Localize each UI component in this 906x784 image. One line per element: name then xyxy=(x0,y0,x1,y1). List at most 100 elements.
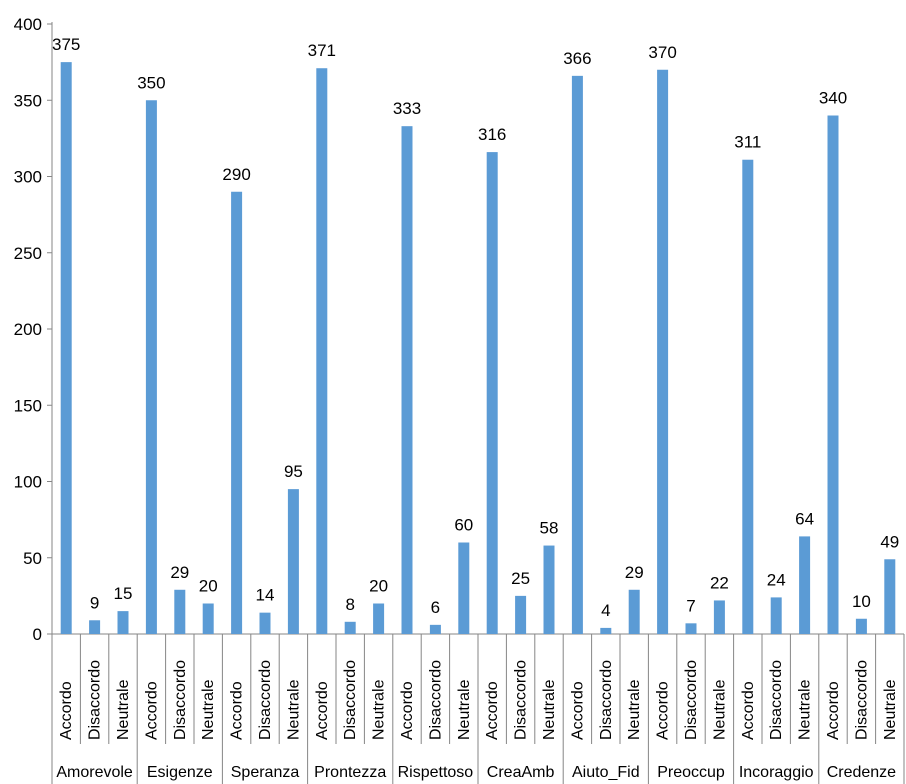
data-label: 22 xyxy=(710,573,729,592)
y-tick-label: 100 xyxy=(14,473,42,492)
category-label: Disaccordo xyxy=(768,660,785,740)
category-label: Neutrale xyxy=(200,679,217,740)
bar xyxy=(287,489,299,634)
bar xyxy=(713,600,725,634)
data-label: 290 xyxy=(222,165,250,184)
category-label: Neutrale xyxy=(541,679,558,740)
bar xyxy=(600,627,612,634)
y-tick-label: 350 xyxy=(14,91,42,110)
bar xyxy=(202,603,214,634)
category-label: Disaccordo xyxy=(683,660,700,740)
category-label: Neutrale xyxy=(882,679,899,740)
group-label: Rispettoso xyxy=(398,764,474,781)
category-label: Neutrale xyxy=(115,679,132,740)
group-label: Credenze xyxy=(827,764,896,781)
y-tick-label: 50 xyxy=(23,549,42,568)
category-label: Neutrale xyxy=(797,679,814,740)
category-label: Disaccordo xyxy=(598,660,615,740)
category-label: Accordo xyxy=(229,681,246,740)
bar xyxy=(259,612,271,634)
bar xyxy=(145,100,157,634)
bar xyxy=(770,597,782,634)
bar xyxy=(316,68,328,635)
category-label: Accordo xyxy=(58,681,75,740)
data-label: 375 xyxy=(52,35,80,54)
category-label: Accordo xyxy=(143,681,160,740)
bar xyxy=(855,618,867,634)
category-label: Accordo xyxy=(399,681,416,740)
group-label: CreaAmb xyxy=(487,764,555,781)
group-label: Incoraggio xyxy=(739,764,814,781)
data-label: 9 xyxy=(90,593,99,612)
data-label: 350 xyxy=(137,73,165,92)
group-label: Speranza xyxy=(231,764,300,781)
category-label: Neutrale xyxy=(285,679,302,740)
bar xyxy=(685,623,697,634)
bar xyxy=(515,595,527,634)
data-label: 6 xyxy=(431,598,440,617)
group-label: Esigenze xyxy=(147,764,213,781)
bar xyxy=(543,545,555,634)
group-label: Preoccup xyxy=(657,764,725,781)
y-tick-label: 300 xyxy=(14,168,42,187)
group-label: Amorevole xyxy=(56,764,133,781)
data-label: 95 xyxy=(284,462,303,481)
category-label: Disaccordo xyxy=(427,660,444,740)
data-label: 370 xyxy=(648,43,676,62)
bar xyxy=(742,159,754,634)
data-label: 366 xyxy=(563,49,591,68)
category-label: Accordo xyxy=(314,681,331,740)
bar xyxy=(89,620,101,634)
data-label: 29 xyxy=(625,563,644,582)
data-label: 29 xyxy=(170,563,189,582)
data-label: 14 xyxy=(256,586,275,605)
category-label: Neutrale xyxy=(456,679,473,740)
bar xyxy=(571,75,583,635)
data-label: 371 xyxy=(308,41,336,60)
data-label: 64 xyxy=(795,509,814,528)
category-label: Accordo xyxy=(484,681,501,740)
category-label: Disaccordo xyxy=(513,660,530,740)
category-label: Neutrale xyxy=(626,679,643,740)
data-label: 311 xyxy=(734,133,761,152)
bar xyxy=(429,624,441,634)
data-label: 10 xyxy=(852,592,871,611)
y-tick-label: 200 xyxy=(14,320,42,339)
data-label: 4 xyxy=(601,601,610,620)
bar xyxy=(373,603,385,634)
category-label: Disaccordo xyxy=(853,660,870,740)
category-label: Disaccordo xyxy=(257,660,274,740)
category-label: Accordo xyxy=(655,681,672,740)
category-label: Accordo xyxy=(740,681,757,740)
bar xyxy=(657,69,669,634)
group-label: Prontezza xyxy=(314,764,386,781)
data-label: 58 xyxy=(540,519,559,538)
y-tick-label: 250 xyxy=(14,244,42,263)
bar xyxy=(799,536,811,634)
bar xyxy=(117,611,129,634)
bar xyxy=(174,589,186,634)
data-label: 60 xyxy=(454,516,473,535)
data-label: 25 xyxy=(511,569,530,588)
data-label: 340 xyxy=(819,89,847,108)
data-label: 24 xyxy=(767,570,786,589)
data-label: 316 xyxy=(478,125,506,144)
category-label: Neutrale xyxy=(711,679,728,740)
bar xyxy=(884,559,896,634)
data-label: 333 xyxy=(393,99,421,118)
data-label: 7 xyxy=(686,596,695,615)
data-label: 15 xyxy=(114,584,133,603)
category-label: Neutrale xyxy=(371,679,388,740)
category-label: Disaccordo xyxy=(342,660,359,740)
data-label: 20 xyxy=(369,577,388,596)
bar xyxy=(486,152,498,634)
category-label: Disaccordo xyxy=(87,660,104,740)
bar xyxy=(458,542,470,634)
bar xyxy=(60,62,72,634)
category-label: Accordo xyxy=(825,681,842,740)
y-tick-label: 0 xyxy=(33,625,42,644)
bar xyxy=(827,115,839,634)
group-label: Aiuto_Fid xyxy=(572,764,640,781)
